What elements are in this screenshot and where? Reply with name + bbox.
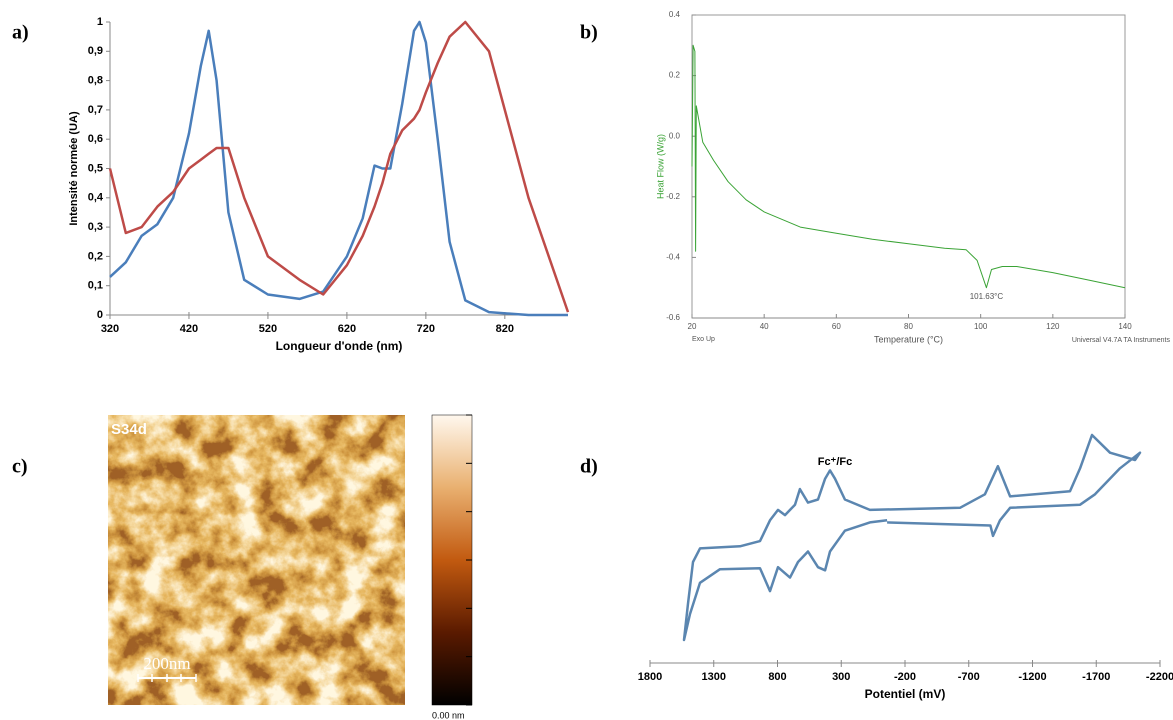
x-tick-label: 300 (832, 671, 850, 683)
annotation: Fc⁺/Fc (818, 456, 853, 468)
y-tick-label: 0,2 (88, 250, 103, 262)
panel-label: a) (12, 22, 29, 44)
y-tick-label: 0.0 (669, 131, 681, 140)
y-tick-label: 0,6 (88, 133, 103, 145)
x-tick-label: 1300 (702, 671, 726, 683)
y-axis-label: Intensité normée (UA) (68, 111, 80, 226)
colorbar (431, 414, 473, 706)
x-tick-label: -1200 (1018, 671, 1046, 683)
x-axis-label: Longueur d'onde (nm) (276, 339, 403, 353)
x-tick-label: -1700 (1082, 671, 1110, 683)
x-tick-label: -700 (958, 671, 980, 683)
x-tick-label: 120 (1046, 322, 1060, 331)
x-tick-label: -200 (894, 671, 916, 683)
x-tick-label: 620 (338, 323, 356, 335)
y-tick-label: 0,7 (88, 104, 103, 116)
x-tick-label: 520 (259, 323, 277, 335)
x-tick-label: 720 (417, 323, 435, 335)
y-tick-label: -0.4 (666, 253, 680, 262)
x-tick-label: 140 (1118, 322, 1132, 331)
y-tick-label: 0.4 (669, 10, 681, 19)
data-line (108, 20, 570, 313)
scale-bar-label: 200nm (143, 654, 190, 673)
y-tick-label: -0.6 (666, 313, 680, 322)
panel-label: b) (580, 22, 598, 44)
y-tick-label: 0,9 (88, 45, 103, 57)
x-tick-label: 1800 (638, 671, 662, 683)
y-tick-label: 1 (97, 16, 103, 28)
note: Universal V4.7A TA Instruments (1072, 337, 1171, 344)
afm-image (108, 415, 405, 705)
x-tick-label: 320 (101, 323, 119, 335)
y-tick-label: 0,3 (88, 221, 103, 233)
y-tick-label: 0,8 (88, 75, 103, 87)
y-tick-label: -0.2 (666, 192, 680, 201)
x-axis-label: Temperature (°C) (874, 334, 943, 344)
x-tick-label: 800 (768, 671, 786, 683)
y-tick-label: 0.2 (669, 71, 681, 80)
x-tick-label: 20 (688, 322, 697, 331)
x-tick-label: 420 (180, 323, 198, 335)
y-axis-label: Heat Flow (W/g) (655, 134, 665, 199)
plot-frame (691, 14, 1126, 319)
y-tick-label: 0,5 (88, 162, 103, 174)
data-line (682, 433, 1142, 642)
data-line (691, 44, 1126, 289)
x-tick-label: 820 (496, 323, 514, 335)
x-tick-label: 100 (974, 322, 988, 331)
panel-label: d) (580, 456, 598, 478)
x-axis-label: Potentiel (mV) (865, 687, 946, 701)
y-tick-label: 0 (97, 309, 103, 321)
data-line (109, 20, 568, 317)
y-tick-label: 0,4 (88, 192, 104, 204)
annotation: 101.63°C (970, 292, 1004, 301)
x-tick-label: 60 (832, 322, 841, 331)
note: Exo Up (692, 336, 715, 343)
sample-label: S34d (111, 421, 147, 438)
colorbar-label: 0.00 nm (432, 710, 465, 720)
panel-label: c) (12, 456, 28, 478)
x-tick-label: 80 (904, 322, 913, 331)
y-tick-label: 0,1 (88, 280, 103, 292)
x-tick-label: -2200 (1146, 671, 1173, 683)
x-tick-label: 40 (760, 322, 769, 331)
